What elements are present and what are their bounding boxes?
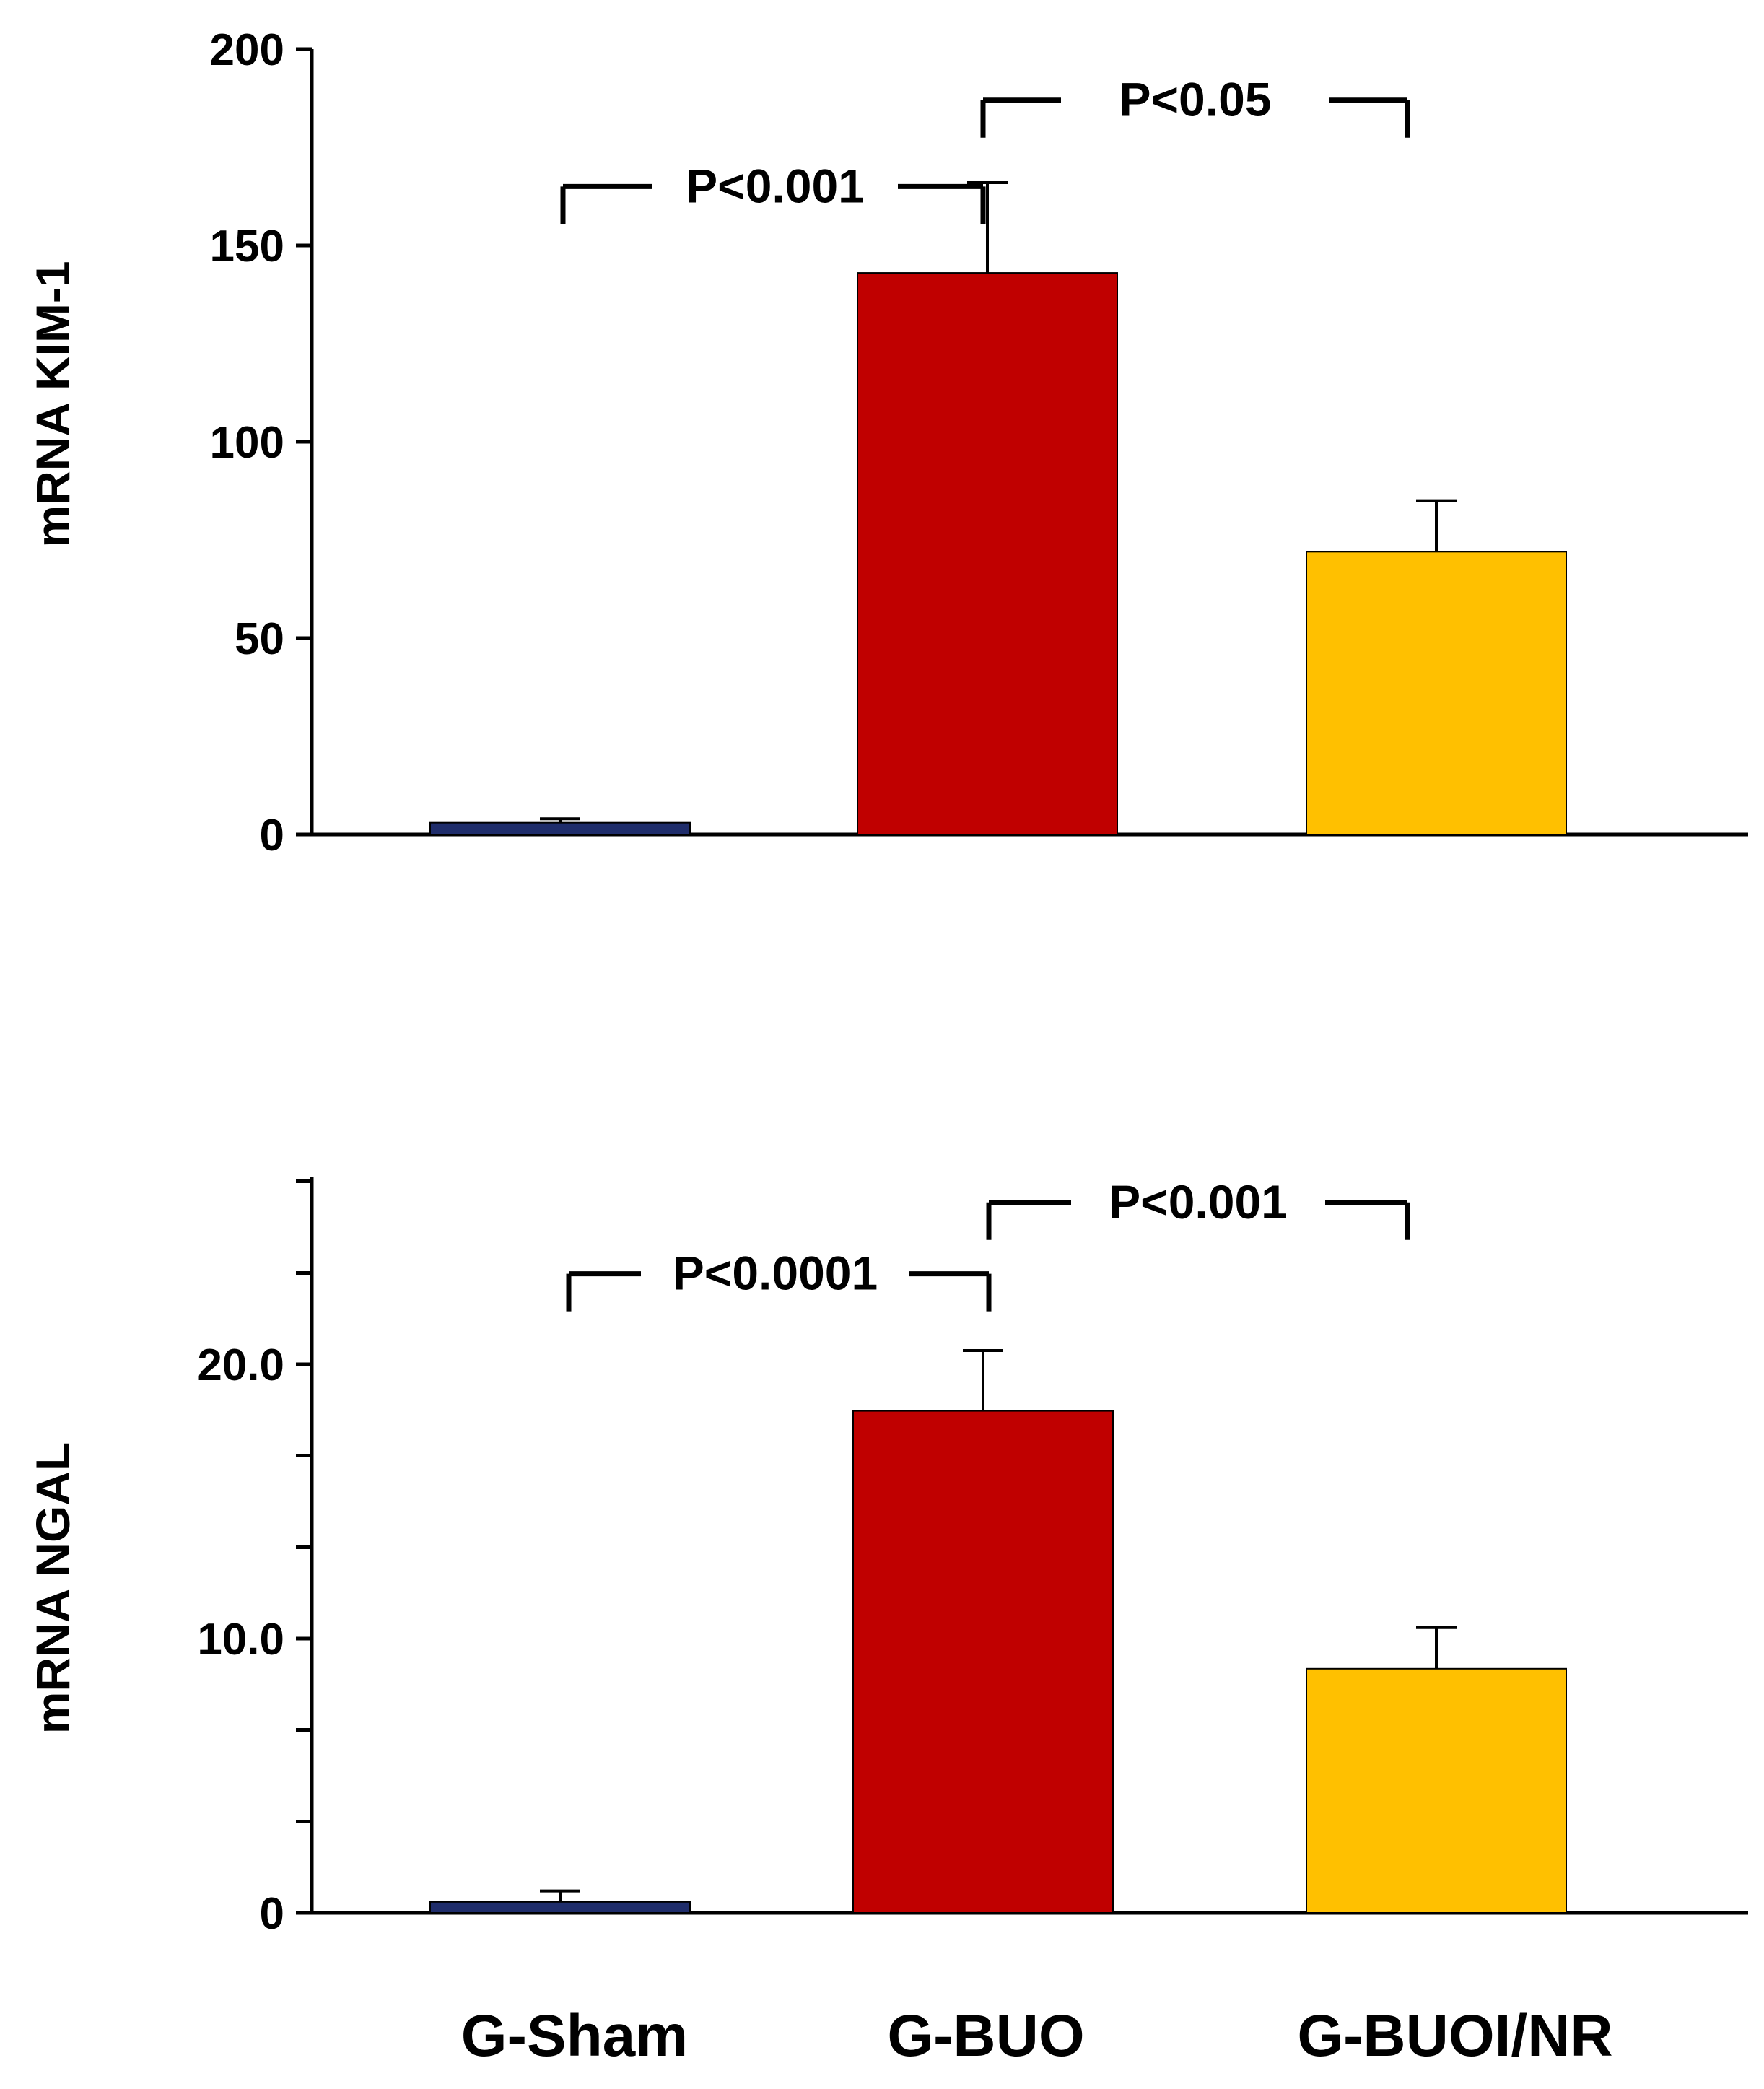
x-category-label: G-Sham [461,2003,688,2069]
y-tick-label: 200 [210,25,284,75]
y-axis-label: mRNA NGAL [26,1442,79,1735]
significance-label: P<0.001 [686,159,865,212]
x-category-labels: G-Sham G-BUO G-BUOI/NR [461,2003,1613,2069]
significance-label: P<0.001 [1109,1175,1288,1229]
y-tick-label: 100 [210,418,284,468]
x-category-label: G-BUO [887,2003,1084,2069]
bar-g-buoi-nr [1306,551,1567,835]
x-category-label: G-BUOI/NR [1297,2003,1612,2069]
y-tick-label: 0 [260,811,284,860]
significance-label: P<0.0001 [673,1247,878,1300]
bar-g-buo [857,272,1118,835]
y-tick-label: 50 [235,614,284,664]
y-tick-label: 20.0 [197,1340,284,1390]
bar-g-sham [429,821,691,836]
chart-kim1: 0 50 100 150 200 mRNA KIM-1 P<0.001 P<0.05 [26,25,1748,860]
y-tick-label: 0 [260,1889,284,1939]
y-tick-label: 150 [210,222,284,271]
bar-g-buoi-nr [1306,1667,1567,1914]
y-axis-label: mRNA KIM-1 [26,261,79,547]
y-tick-label: 10.0 [197,1615,284,1665]
bar-g-sham [429,1901,691,1914]
bar-g-buo [852,1410,1114,1914]
chart-ngal: 0 10.0 20.0 mRNA NGAL P<0.0001 P<0.001 [26,1175,1748,1939]
significance-label: P<0.05 [1119,73,1271,126]
